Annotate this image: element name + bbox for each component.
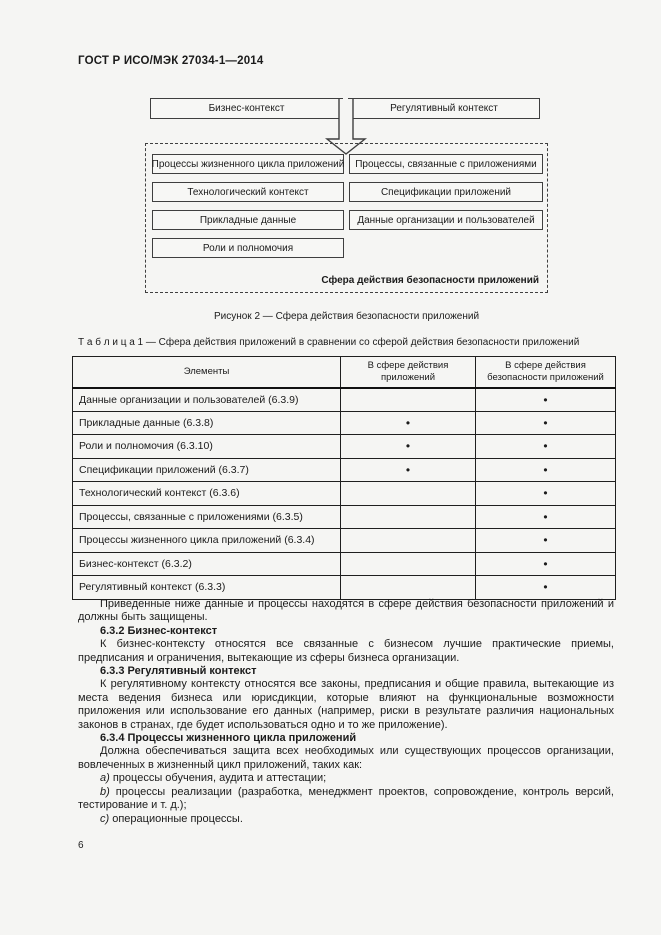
table-row: Процессы, связанные с приложениями (6.3.…	[72, 504, 616, 529]
figure-caption: Рисунок 2 — Сфера действия безопасности …	[213, 311, 480, 322]
figure-box: Данные организации и пользователей	[349, 210, 543, 230]
table-row: Прикладные данные (6.3.8) • •	[72, 410, 616, 435]
element-cell: Данные организации и пользователей (6.3.…	[72, 387, 341, 412]
element-cell: Регулятивный контекст (6.3.3)	[72, 575, 341, 600]
paragraph: К регулятивному контексту относятся все …	[78, 678, 614, 731]
page-number: 6	[78, 840, 84, 851]
element-cell: Бизнес-контекст (6.3.2)	[72, 551, 341, 576]
table-row: Спецификации приложений (6.3.7) • •	[72, 457, 616, 482]
app-scope-cell: •	[340, 410, 476, 435]
security-scope-cell: •	[475, 551, 616, 576]
app-scope-cell	[340, 481, 476, 506]
column-header-app-scope: В сфере действия приложений	[340, 356, 476, 389]
element-cell: Спецификации приложений (6.3.7)	[72, 457, 341, 482]
security-scope-cell: •	[475, 457, 616, 482]
comparison-table: Элементы В сфере действия приложений В с…	[72, 356, 616, 600]
security-scope-cell: •	[475, 410, 616, 435]
element-cell: Процессы, связанные с приложениями (6.3.…	[72, 504, 341, 529]
body-text: Приведенные ниже данные и процессы наход…	[78, 598, 614, 826]
list-marker: c)	[100, 812, 110, 825]
list-item: b) процессы реализации (разработка, мене…	[78, 785, 614, 812]
figure-box: Прикладные данные	[152, 210, 344, 230]
table-row: Бизнес-контекст (6.3.2) •	[72, 551, 616, 576]
figure-box-regulatory-context: Регулятивный контекст	[348, 98, 540, 119]
paragraph: Приведенные ниже данные и процессы наход…	[78, 598, 614, 624]
paragraph: Должна обеспечиваться защита всех необхо…	[78, 745, 614, 771]
app-scope-cell	[340, 551, 476, 576]
figure-box: Спецификации приложений	[349, 182, 543, 202]
list-marker: a)	[100, 772, 110, 785]
app-scope-cell	[340, 387, 476, 412]
section-heading: 6.3.3 Регулятивный контекст	[100, 665, 257, 678]
security-scope-cell: •	[475, 434, 616, 459]
figure-box: Процессы, связанные с приложениями	[349, 154, 543, 174]
app-scope-cell	[340, 504, 476, 529]
table-row: Данные организации и пользователей (6.3.…	[72, 387, 616, 412]
table-header-row: Элементы В сфере действия приложений В с…	[72, 356, 616, 389]
security-scope-cell: •	[475, 481, 616, 506]
figure-box: Процессы жизненного цикла приложений	[152, 154, 344, 174]
column-header-security-scope: В сфере действия безопасности приложений	[475, 356, 616, 389]
list-item: c) операционные процессы.	[100, 812, 243, 825]
element-cell: Роли и полномочия (6.3.10)	[72, 434, 341, 459]
app-scope-cell: •	[340, 434, 476, 459]
app-scope-cell	[340, 528, 476, 553]
document-header: ГОСТ Р ИСО/МЭК 27034-1—2014	[78, 55, 264, 67]
figure-box-business-context: Бизнес-контекст	[150, 98, 343, 119]
scope-left-column: Процессы жизненного цикла приложений Техн…	[152, 154, 344, 258]
down-arrow-icon	[324, 99, 368, 155]
security-scope-boundary: Процессы жизненного цикла приложений Техн…	[145, 143, 548, 293]
column-header-elements: Элементы	[72, 356, 341, 389]
scope-right-column: Процессы, связанные с приложениями Специф…	[349, 154, 543, 230]
figure-box: Роли и полномочия	[152, 238, 344, 258]
table-row: Процессы жизненного цикла приложений (6.…	[72, 528, 616, 553]
security-scope-cell: •	[475, 387, 616, 412]
security-scope-cell: •	[475, 575, 616, 600]
element-cell: Технологический контекст (6.3.6)	[72, 481, 341, 506]
table-row: Роли и полномочия (6.3.10) • •	[72, 434, 616, 459]
section-heading: 6.3.2 Бизнес-контекст	[100, 624, 218, 637]
figure-box: Технологический контекст	[152, 182, 344, 202]
table-row: Регулятивный контекст (6.3.3) •	[72, 575, 616, 600]
paragraph: К бизнес-контексту относятся все связанн…	[78, 638, 614, 664]
section-heading: 6.3.4 Процессы жизненного цикла приложен…	[100, 732, 357, 745]
app-scope-cell	[340, 575, 476, 600]
table-row: Технологический контекст (6.3.6) •	[72, 481, 616, 506]
security-scope-cell: •	[475, 528, 616, 553]
list-marker: b)	[100, 785, 110, 798]
table-title: Т а б л и ц а 1 — Сфера действия приложе…	[78, 337, 580, 348]
security-scope-label: Сфера действия безопасности приложений	[321, 275, 539, 286]
list-item: a) процессы обучения, аудита и аттестаци…	[100, 772, 327, 785]
element-cell: Прикладные данные (6.3.8)	[72, 410, 341, 435]
security-scope-cell: •	[475, 504, 616, 529]
element-cell: Процессы жизненного цикла приложений (6.…	[72, 528, 341, 553]
app-scope-cell: •	[340, 457, 476, 482]
